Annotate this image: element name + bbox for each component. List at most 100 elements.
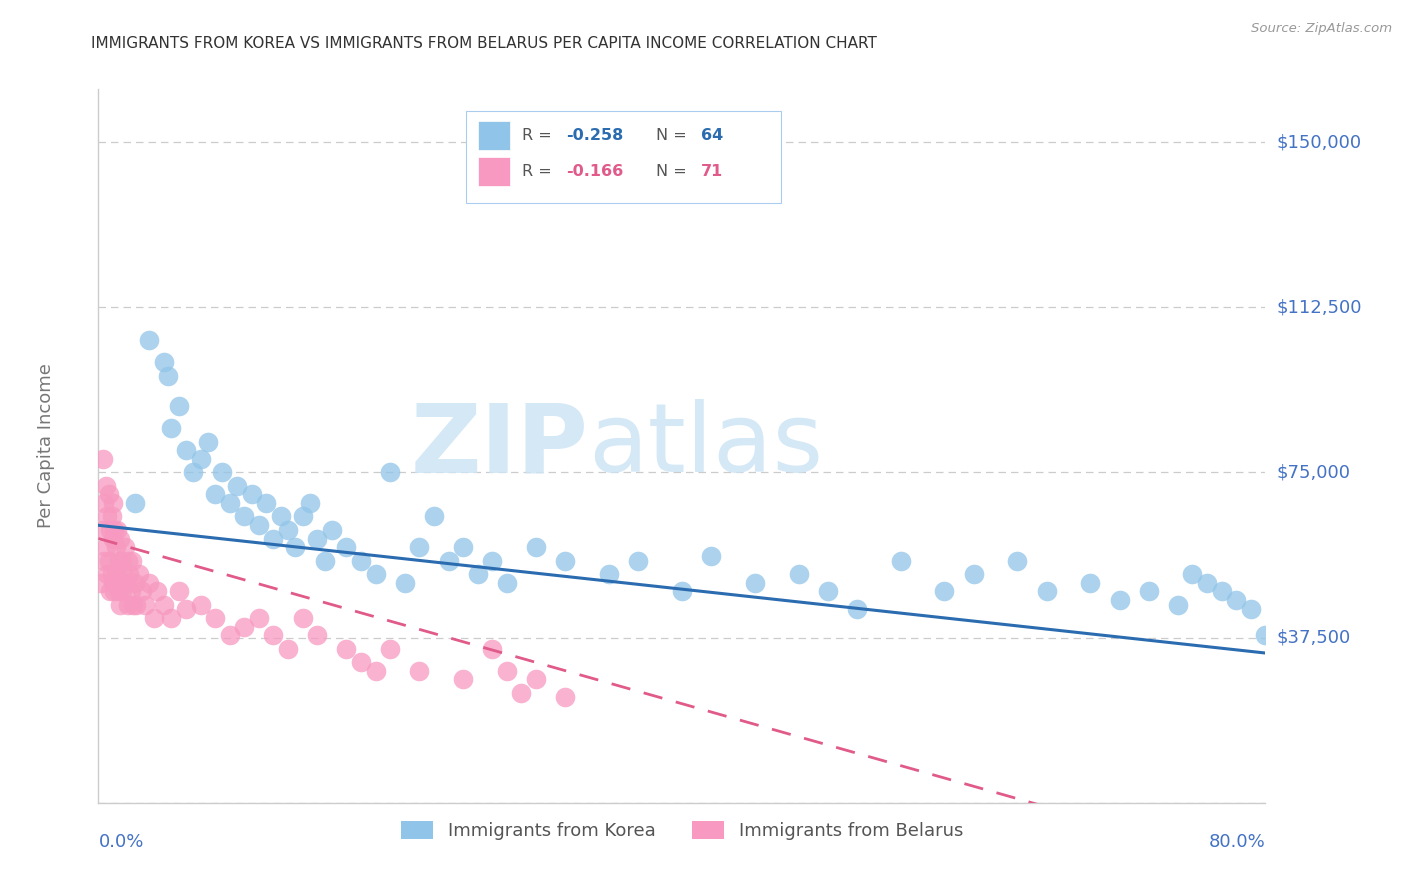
Point (105, 523, 128, 537)
Point (423, 509, 446, 524)
Point (451, 541, 474, 555)
Point (93, 496, 115, 510)
Point (1137, 584, 1160, 599)
Point (153, 355, 176, 369)
Point (314, 553, 336, 567)
Point (554, 553, 576, 567)
Point (117, 598, 139, 612)
Point (1080, 575, 1102, 590)
FancyBboxPatch shape (465, 111, 782, 203)
Point (744, 575, 766, 590)
Point (197, 434, 219, 449)
Point (277, 641, 299, 656)
Point (204, 611, 226, 625)
Point (111, 584, 134, 599)
Point (408, 541, 430, 555)
Text: $75,000: $75,000 (1277, 464, 1351, 482)
Point (700, 549, 723, 563)
Point (90, 575, 112, 590)
Point (120, 584, 142, 599)
Point (364, 566, 387, 581)
Point (110, 532, 132, 546)
Point (115, 575, 138, 590)
Point (554, 690, 576, 704)
Point (91, 452, 114, 467)
Point (481, 553, 503, 567)
Point (146, 584, 169, 599)
Point (270, 509, 292, 524)
Point (481, 641, 503, 656)
Point (103, 523, 125, 537)
Point (98, 584, 121, 599)
Point (298, 496, 321, 510)
Point (100, 566, 122, 581)
Point (247, 518, 270, 533)
Point (496, 664, 519, 678)
Point (114, 541, 136, 555)
Point (1108, 593, 1130, 607)
Point (496, 575, 519, 590)
Point (350, 655, 373, 669)
Point (1181, 566, 1204, 581)
Point (1035, 584, 1057, 599)
Point (307, 628, 329, 642)
Point (408, 664, 430, 678)
Point (108, 584, 131, 599)
Text: R =: R = (522, 128, 557, 143)
Bar (478, 157, 510, 186)
Point (190, 452, 212, 467)
Legend: Immigrants from Korea, Immigrants from Belarus: Immigrants from Korea, Immigrants from B… (394, 814, 970, 847)
Text: Per Capita Income: Per Capita Income (37, 364, 55, 528)
Point (98, 523, 121, 537)
Point (125, 598, 148, 612)
Point (1254, 628, 1277, 642)
Point (218, 496, 240, 510)
Point (364, 664, 387, 678)
Point (1211, 584, 1233, 599)
Point (787, 566, 810, 581)
Text: R =: R = (522, 164, 557, 178)
Point (467, 566, 489, 581)
Point (174, 443, 197, 458)
Point (105, 575, 128, 590)
Point (247, 611, 270, 625)
Text: 80.0%: 80.0% (1209, 833, 1265, 851)
Point (97, 553, 120, 567)
Point (121, 553, 143, 567)
Point (394, 575, 416, 590)
Point (101, 575, 124, 590)
Point (97, 487, 120, 501)
Point (817, 584, 839, 599)
Point (263, 532, 285, 546)
Text: $150,000: $150,000 (1277, 133, 1361, 151)
Point (291, 509, 314, 524)
Point (627, 553, 650, 567)
Point (160, 421, 183, 435)
Point (934, 584, 956, 599)
Bar (478, 121, 510, 150)
Point (598, 566, 620, 581)
Point (101, 532, 124, 546)
Point (890, 553, 912, 567)
Point (111, 553, 134, 567)
Point (167, 584, 190, 599)
Point (437, 553, 460, 567)
Text: 71: 71 (700, 164, 723, 178)
Point (181, 466, 204, 480)
Point (284, 541, 307, 555)
Text: Source: ZipAtlas.com: Source: ZipAtlas.com (1251, 22, 1392, 36)
Text: ZIP: ZIP (411, 400, 589, 492)
Point (190, 598, 212, 612)
Text: IMMIGRANTS FROM KOREA VS IMMIGRANTS FROM BELARUS PER CAPITA INCOME CORRELATION C: IMMIGRANTS FROM KOREA VS IMMIGRANTS FROM… (91, 36, 877, 51)
Point (112, 566, 135, 581)
Point (157, 368, 180, 383)
Point (96, 509, 118, 524)
Point (524, 673, 547, 687)
Point (91, 523, 114, 537)
Point (101, 496, 124, 510)
Point (117, 553, 139, 567)
Point (204, 487, 226, 501)
Point (94, 478, 117, 492)
Text: $37,500: $37,500 (1277, 629, 1351, 647)
Point (124, 496, 146, 510)
